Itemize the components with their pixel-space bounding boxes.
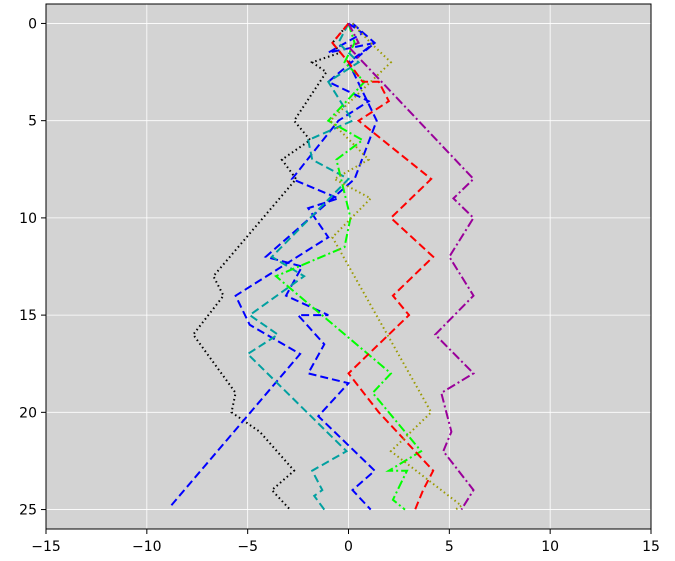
y-tick-label: 15 [19, 308, 37, 324]
series-line-7 [346, 22, 476, 511]
series-line-3 [263, 22, 378, 511]
x-tick-label: −10 [132, 539, 162, 555]
y-axis: 0 5 10 15 20 25 [19, 16, 46, 519]
y-tick-label: 10 [19, 211, 37, 227]
x-tick-label: −5 [237, 539, 258, 555]
y-tick-label: 20 [19, 405, 37, 421]
x-axis: −15 −10 −5 0 5 10 15 [31, 529, 660, 555]
series-line-4 [246, 22, 361, 511]
series-lines [170, 22, 476, 511]
series-line-6 [331, 22, 435, 510]
y-tick-label: 25 [19, 503, 37, 519]
x-tick-label: 5 [445, 539, 454, 555]
grid-lines [45, 4, 652, 529]
x-tick-label: 0 [344, 539, 353, 555]
y-tick-label: 5 [28, 114, 37, 130]
x-tick-label: 10 [541, 539, 559, 555]
x-tick-label: −15 [31, 539, 61, 555]
x-tick-label: 15 [642, 539, 660, 555]
y-tick-label: 0 [28, 16, 37, 32]
series-line-8 [328, 22, 464, 511]
series-line-5 [274, 23, 423, 511]
